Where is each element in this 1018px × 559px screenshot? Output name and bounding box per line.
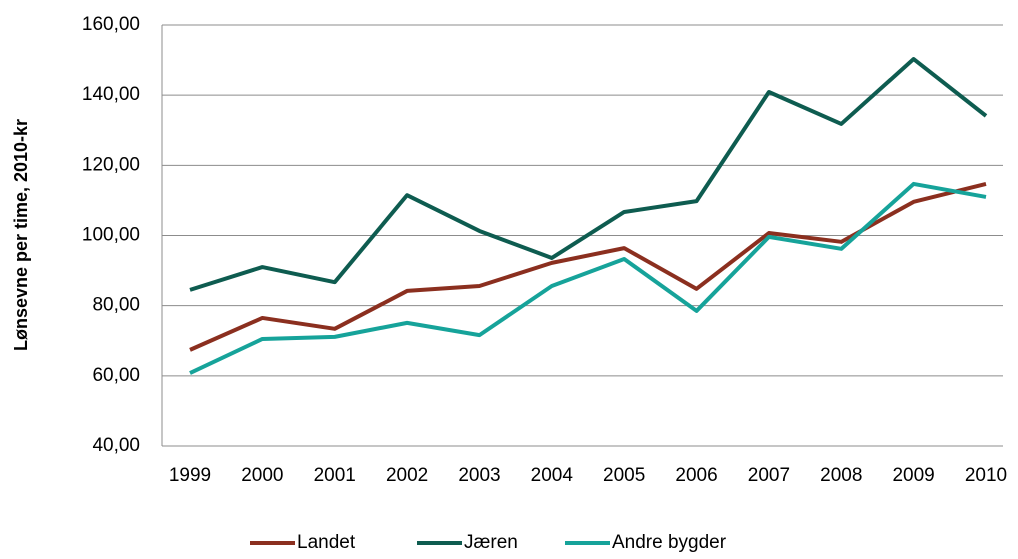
series-line bbox=[189, 181, 987, 352]
series-line bbox=[189, 181, 987, 375]
x-tick-label: 2001 bbox=[314, 465, 356, 486]
y-tick-label: 100,00 bbox=[82, 225, 140, 246]
y-axis-label: Lønsevne per time, 2010-kr bbox=[11, 119, 31, 351]
y-tick-label: 40,00 bbox=[92, 435, 140, 456]
x-tick-label: 2000 bbox=[241, 465, 283, 486]
series-line bbox=[189, 57, 988, 292]
y-tick-label: 60,00 bbox=[92, 365, 140, 386]
x-tick-label: 2009 bbox=[892, 465, 934, 486]
legend-label: Andre bygder bbox=[612, 532, 727, 553]
x-tick-label: 2003 bbox=[458, 465, 500, 486]
x-tick-label: 2006 bbox=[675, 465, 717, 486]
y-tick-label: 120,00 bbox=[82, 154, 140, 175]
x-tick-label: 2005 bbox=[603, 465, 645, 486]
x-tick-label: 1999 bbox=[169, 465, 211, 486]
legend-label: Jæren bbox=[464, 532, 518, 553]
y-tick-label: 80,00 bbox=[92, 295, 140, 316]
x-tick-label: 2002 bbox=[386, 465, 428, 486]
x-tick-label: 2008 bbox=[820, 465, 862, 486]
legend-label: Landet bbox=[297, 532, 356, 553]
x-tick-label: 2010 bbox=[965, 465, 1007, 486]
y-tick-label: 160,00 bbox=[82, 14, 140, 35]
x-tick-label: 2007 bbox=[748, 465, 790, 486]
y-tick-label: 140,00 bbox=[82, 84, 140, 105]
x-tick-label: 2004 bbox=[531, 465, 574, 486]
